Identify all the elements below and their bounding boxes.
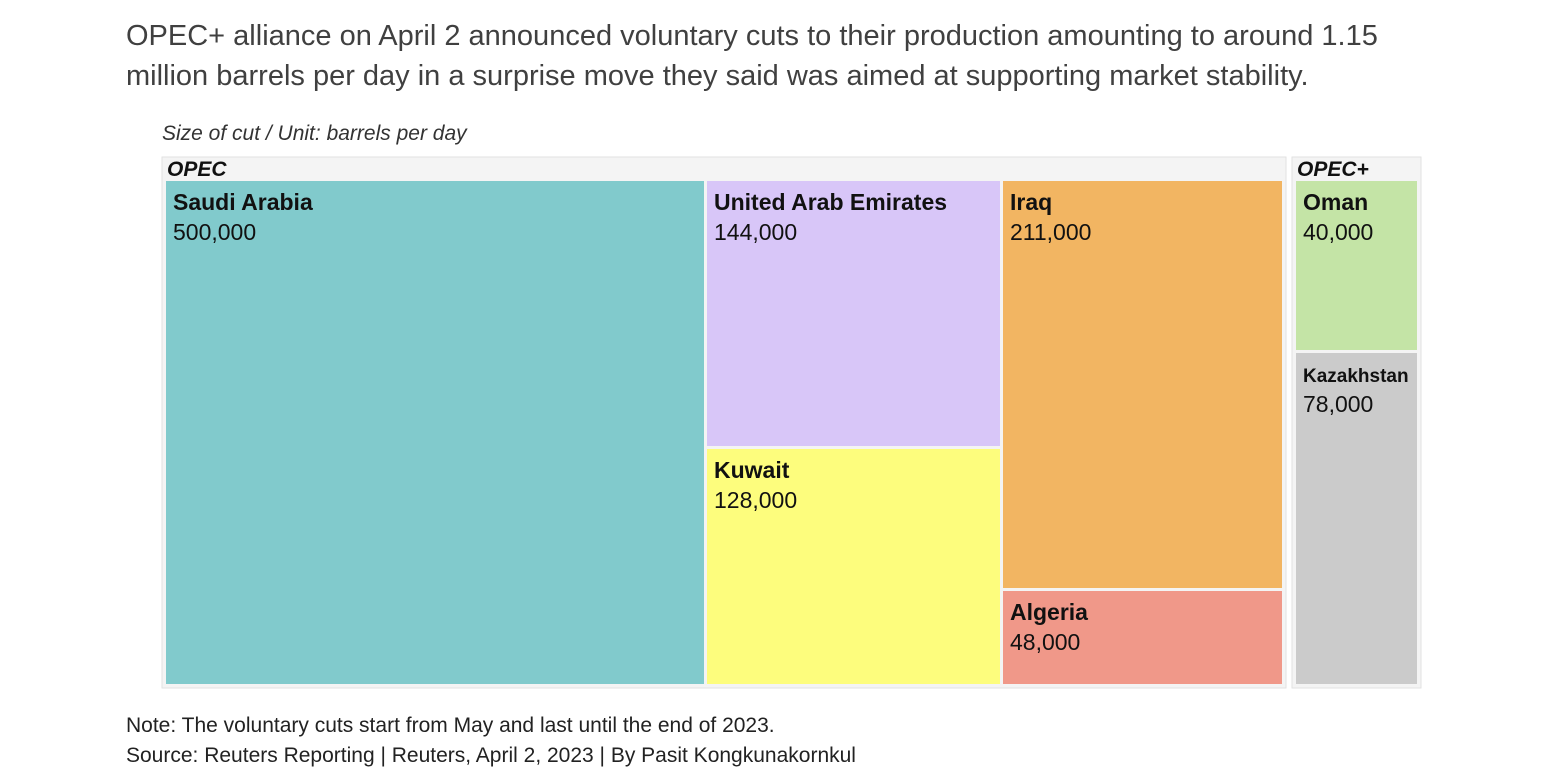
- tile-label-kuwait: Kuwait: [714, 457, 790, 483]
- chart-headline: OPEC+ alliance on April 2 announced volu…: [126, 20, 1378, 92]
- tile-label-iraq: Iraq: [1010, 189, 1052, 215]
- chart-subtitle: Size of cut / Unit: barrels per day: [162, 122, 467, 145]
- tile-value-saudi-arabia: 500,000: [173, 219, 256, 245]
- chart-footer: Note: The voluntary cuts start from May …: [126, 711, 856, 771]
- tile-value-united-arab-emirates: 144,000: [714, 219, 797, 245]
- tile-value-algeria: 48,000: [1010, 629, 1080, 655]
- tile-label-saudi-arabia: Saudi Arabia: [173, 189, 313, 215]
- group-label-opec: OPEC+: [1297, 158, 1369, 181]
- tile-value-oman: 40,000: [1303, 219, 1373, 245]
- tile-kazakhstan: [1296, 353, 1417, 684]
- tile-kuwait: [707, 449, 1000, 684]
- footer-note: Note: The voluntary cuts start from May …: [126, 714, 775, 737]
- tile-value-kuwait: 128,000: [714, 487, 797, 513]
- tile-saudi-arabia: [166, 181, 704, 684]
- tile-algeria: [1003, 591, 1282, 684]
- tile-iraq: [1003, 181, 1282, 588]
- footer-source: Source: Reuters Reporting | Reuters, Apr…: [126, 744, 856, 767]
- group-label-opec: OPEC: [167, 158, 227, 181]
- tile-value-iraq: 211,000: [1010, 219, 1091, 245]
- tile-united-arab-emirates: [707, 181, 1000, 446]
- tile-label-united-arab-emirates: United Arab Emirates: [714, 189, 947, 215]
- tile-value-kazakhstan: 78,000: [1303, 391, 1373, 417]
- tile-label-oman: Oman: [1303, 189, 1368, 215]
- tile-label-algeria: Algeria: [1010, 599, 1088, 625]
- tile-oman: [1296, 181, 1417, 350]
- tile-label-kazakhstan: Kazakhstan: [1303, 366, 1409, 387]
